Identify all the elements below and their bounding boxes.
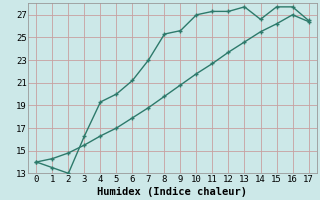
X-axis label: Humidex (Indice chaleur): Humidex (Indice chaleur) (98, 186, 247, 197)
